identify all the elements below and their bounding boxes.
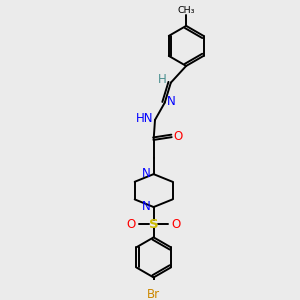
Text: O: O <box>171 218 181 231</box>
Text: Br: Br <box>147 288 160 300</box>
Text: CH₃: CH₃ <box>177 6 195 15</box>
Text: N: N <box>142 167 151 180</box>
Text: HN: HN <box>136 112 153 125</box>
Text: N: N <box>167 95 176 108</box>
Text: O: O <box>127 218 136 231</box>
Text: H: H <box>158 73 166 86</box>
Text: N: N <box>142 200 151 213</box>
Text: O: O <box>173 130 182 143</box>
Text: S: S <box>149 218 158 231</box>
